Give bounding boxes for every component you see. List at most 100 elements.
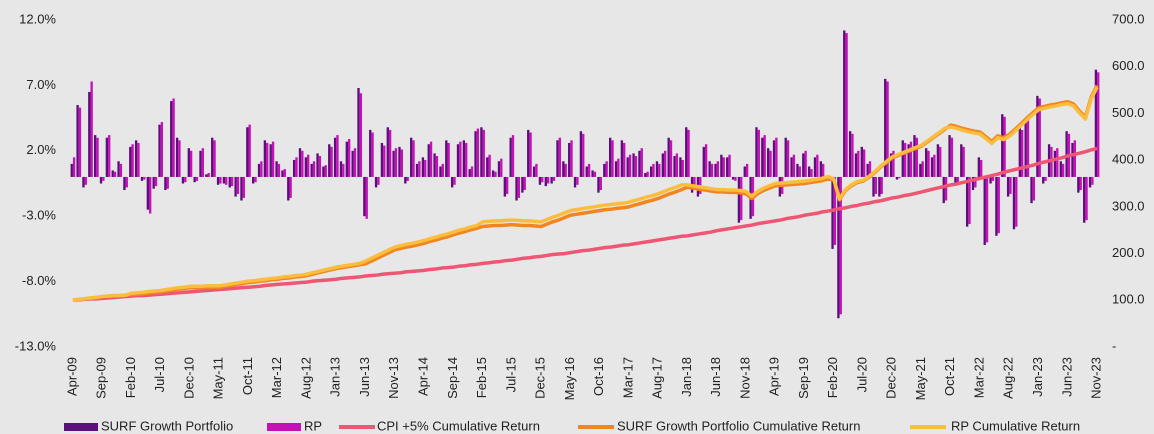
bar: [123, 176, 126, 191]
bar: [117, 161, 120, 177]
bar: [119, 163, 123, 177]
bar: [632, 153, 635, 177]
bar: [240, 176, 243, 201]
bar: [611, 140, 614, 177]
bar: [667, 137, 670, 177]
bar: [503, 176, 506, 197]
bar: [230, 176, 234, 187]
bar: [199, 150, 202, 177]
bar: [298, 148, 302, 177]
bar: [1059, 161, 1062, 177]
bar: [868, 161, 872, 177]
bar: [769, 150, 772, 177]
bar: [1083, 176, 1086, 223]
bar: [1073, 140, 1077, 177]
bar: [740, 176, 743, 221]
bar: [129, 146, 132, 177]
bar: [556, 140, 559, 177]
y-tick-label: 7.0%: [26, 77, 56, 92]
y2-tick-label: -: [1112, 338, 1116, 353]
bar: [541, 176, 544, 183]
bar: [1036, 95, 1039, 177]
bar: [234, 176, 237, 197]
bar: [515, 176, 518, 201]
bar: [170, 101, 173, 177]
y2-tick-label: 200.0: [1112, 245, 1145, 260]
bar: [486, 157, 489, 177]
bar: [681, 159, 684, 177]
bar: [310, 163, 313, 177]
y2-tick-label: 300.0: [1112, 198, 1145, 213]
bar: [342, 163, 345, 177]
bar: [933, 154, 936, 177]
bar: [394, 148, 398, 177]
bar: [745, 163, 749, 177]
bar: [301, 150, 304, 177]
bar: [942, 176, 945, 204]
bar: [412, 140, 415, 177]
y-tick-label: 2.0%: [26, 142, 56, 157]
bar: [511, 135, 515, 177]
bar: [1012, 176, 1016, 230]
bar: [1079, 176, 1082, 191]
bar: [476, 128, 480, 177]
bar: [786, 140, 790, 177]
y2-tick-label: 600.0: [1112, 58, 1145, 73]
bar: [336, 135, 339, 177]
bar: [275, 161, 278, 177]
bar: [181, 176, 185, 184]
bar: [207, 173, 210, 177]
bar: [585, 166, 588, 177]
bar: [816, 154, 819, 177]
bar: [626, 157, 629, 177]
x-tick-label: Nov-18: [737, 357, 752, 399]
bar: [792, 154, 796, 177]
bar: [664, 150, 667, 177]
bar: [287, 176, 290, 201]
x-tick-label: Oct-16: [591, 357, 606, 396]
bar: [655, 161, 659, 177]
bar: [579, 131, 583, 177]
bar: [322, 166, 325, 177]
bar: [351, 150, 354, 177]
x-tick-label: Dec-10: [181, 357, 196, 399]
bar: [219, 176, 222, 184]
bar: [517, 176, 521, 198]
bar: [277, 163, 281, 177]
bar: [971, 176, 975, 191]
bar: [878, 176, 881, 197]
bar: [93, 135, 97, 177]
bar: [316, 153, 319, 177]
legend-label: RP Cumulative Return: [951, 418, 1080, 433]
legend-label: RP: [304, 418, 322, 433]
bar: [628, 154, 632, 177]
bar: [921, 161, 924, 177]
bar: [450, 176, 454, 188]
x-tick-label: Jan-23: [1030, 357, 1045, 397]
bar: [254, 176, 257, 183]
bar: [178, 140, 181, 177]
bar: [857, 150, 860, 177]
bar: [1018, 127, 1021, 177]
bar: [1056, 148, 1059, 177]
bar: [599, 176, 602, 191]
x-tick-label: Dec-20: [884, 357, 899, 399]
x-tick-label: Mar-12: [269, 357, 284, 398]
bar: [995, 176, 998, 236]
bar: [985, 176, 989, 243]
bar: [550, 176, 553, 184]
bar: [839, 176, 842, 315]
x-tick-label: Sep-14: [445, 357, 460, 399]
bar: [591, 170, 594, 177]
x-tick-label: Apr-09: [64, 357, 79, 396]
bar: [374, 176, 378, 188]
bar: [907, 144, 910, 177]
bar: [960, 144, 963, 177]
bar: [535, 163, 538, 177]
bar: [617, 158, 620, 177]
y2-tick-label: 100.0: [1112, 292, 1145, 307]
bar: [1053, 150, 1057, 177]
bar: [775, 137, 778, 177]
bar: [658, 163, 661, 177]
